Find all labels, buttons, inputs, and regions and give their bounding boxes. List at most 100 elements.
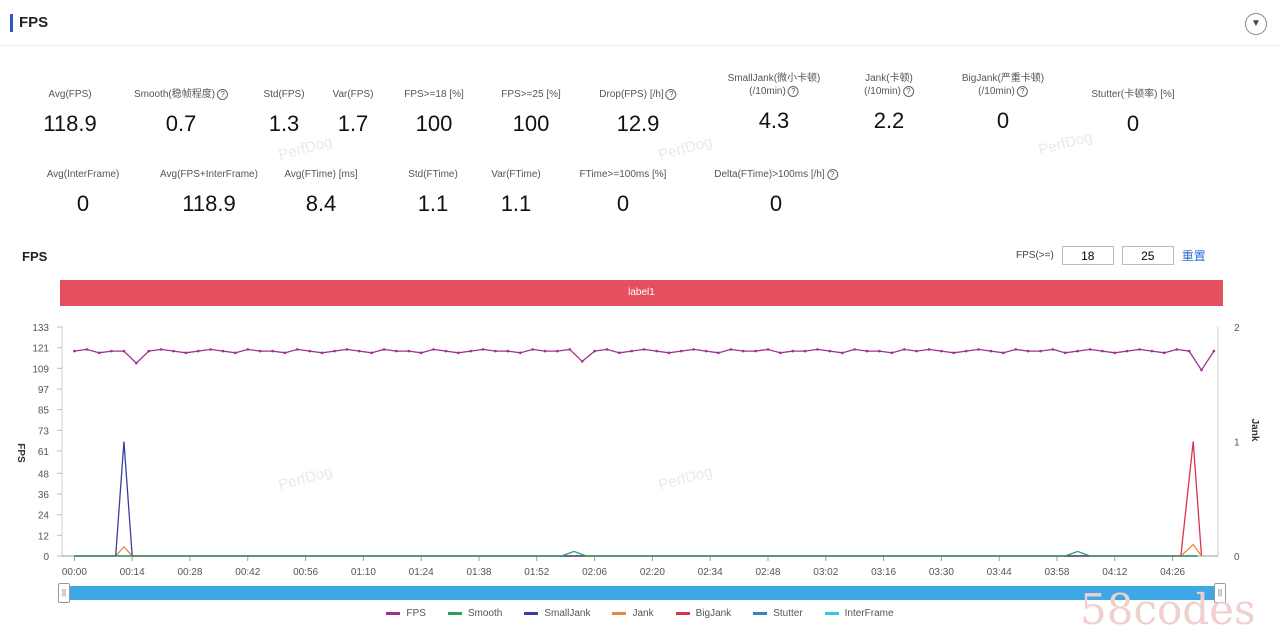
metric-value: 2.2 — [873, 108, 905, 133]
x-tick-label: 00:00 — [62, 567, 87, 578]
fps-point — [580, 360, 584, 363]
metric-label: Jank(卡顿) (/10min)? — [864, 73, 914, 97]
y-tick-label: 133 — [32, 323, 49, 334]
metric-r2-0: Avg(InterFrame) 0 — [47, 168, 120, 217]
legend-item-fps[interactable]: FPS — [386, 608, 426, 619]
series-jank — [74, 543, 1203, 557]
help-icon[interactable]: ? — [217, 89, 229, 100]
metric-label: SmallJank(微小卡顿) (/10min)? — [727, 73, 821, 97]
fps-point — [209, 348, 212, 351]
fps-point — [692, 348, 695, 351]
y-tick-label: 24 — [38, 511, 50, 522]
legend-swatch — [386, 611, 401, 615]
fps-point — [345, 348, 349, 351]
metric-r1-10: Stutter(卡顿率) [%] 0 — [1091, 88, 1174, 137]
legend-item-stutter[interactable]: Stutter — [753, 608, 803, 619]
header-accent — [10, 14, 13, 32]
metric-label: Avg(InterFrame) — [46, 169, 120, 180]
fps-point — [296, 348, 299, 351]
metric-value: 0 — [996, 108, 1010, 133]
fps-point — [196, 349, 200, 353]
series-smalljank — [74, 441, 1198, 557]
y-tick-label: 85 — [38, 406, 50, 417]
threshold-1-input[interactable] — [1061, 246, 1114, 265]
fps-point — [97, 351, 101, 355]
y-tick-label: 109 — [32, 364, 49, 375]
metric-label: Smooth(稳帧程度)? — [134, 88, 229, 101]
legend-label: Smooth — [467, 608, 503, 619]
fps-point — [878, 349, 881, 353]
fps-point — [85, 348, 89, 351]
help-icon[interactable]: ? — [665, 89, 677, 100]
metric-r1-4: FPS>=18 [%] 100 — [404, 88, 463, 137]
metric-value: 0 — [76, 191, 90, 216]
y-axis-title: FPS — [15, 443, 26, 463]
x-tick-label: 00:14 — [120, 567, 145, 578]
x-tick-label: 01:24 — [409, 567, 434, 578]
y-tick-label: 73 — [38, 426, 50, 437]
metric-label: Std(FPS) — [263, 89, 305, 100]
fps-point — [221, 349, 225, 353]
slider-left-handle[interactable]: || — [58, 583, 70, 603]
metric-r1-2: Std(FPS) 1.3 — [263, 88, 304, 137]
fps-point — [110, 349, 113, 353]
x-tick-label: 01:38 — [466, 567, 491, 578]
legend-item-jank[interactable]: Jank — [612, 608, 654, 619]
label-bar[interactable]: label1 — [60, 280, 1223, 306]
metric-r2-2: Avg(FTime) [ms] 8.4 — [284, 168, 357, 217]
fps-point — [568, 348, 572, 351]
time-range-slider[interactable]: || || — [58, 583, 1226, 603]
legend-item-interframe[interactable]: InterFrame — [824, 608, 894, 619]
legend-item-smooth[interactable]: Smooth — [447, 608, 503, 619]
y-right-tick-label: 1 — [1234, 438, 1240, 449]
metric-value: 1.7 — [337, 111, 369, 136]
slider-right-handle[interactable]: || — [1214, 583, 1226, 603]
fps-point — [816, 348, 819, 351]
threshold-2-input[interactable] — [1121, 246, 1174, 265]
fps-point — [952, 351, 956, 355]
metric-label: Stutter(卡顿率) [%] — [1091, 89, 1175, 100]
legend-item-bigjank[interactable]: BigJank — [675, 608, 731, 619]
fps-point — [147, 349, 150, 353]
metric-r1-9: BigJank(严重卡顿) (/10min)? 0 — [962, 72, 1044, 134]
fps-point — [234, 351, 237, 355]
metric-value: 1.3 — [268, 111, 300, 136]
help-icon[interactable]: ? — [1016, 86, 1028, 97]
help-icon[interactable]: ? — [787, 86, 799, 97]
series-bigjank — [74, 441, 1203, 557]
metric-label: FPS>=18 [%] — [404, 89, 464, 100]
help-icon[interactable]: ? — [826, 169, 838, 180]
x-tick-label: 04:12 — [1102, 567, 1127, 578]
y-right-tick-label: 2 — [1234, 323, 1240, 334]
fps-point — [531, 348, 534, 351]
fps-point — [1212, 349, 1216, 353]
chevron-down-icon[interactable]: ▼ — [1245, 13, 1267, 35]
chart-title: FPS — [22, 249, 48, 264]
fps-point — [457, 351, 460, 355]
fps-point — [841, 351, 844, 355]
metric-value: 0 — [769, 191, 783, 216]
metric-value: 100 — [512, 111, 550, 136]
perfdog-watermark: PerfDog — [1037, 128, 1095, 159]
fps-point — [481, 348, 485, 351]
fps-point — [1026, 349, 1030, 353]
reset-button[interactable]: 重置 — [1181, 249, 1206, 263]
metric-r1-8: Jank(卡顿) (/10min)? 2.2 — [864, 72, 914, 134]
y-tick-label: 121 — [32, 344, 49, 355]
help-icon[interactable]: ? — [902, 86, 914, 97]
fps-point — [1175, 348, 1179, 351]
fps-point — [791, 349, 795, 353]
fps-point — [283, 351, 287, 355]
metric-r1-7: SmallJank(微小卡顿) (/10min)? 4.3 — [728, 72, 821, 134]
legend-item-smalljank[interactable]: SmallJank — [524, 608, 590, 619]
fps-point — [940, 349, 943, 353]
fps-point — [1063, 351, 1067, 355]
series-smooth — [74, 550, 1198, 557]
metric-r2-4: Var(FTime) 1.1 — [491, 168, 540, 217]
metric-value: 118.9 — [43, 111, 97, 136]
fps-point — [258, 349, 262, 353]
metric-label: FTime>=100ms [%] — [579, 169, 667, 180]
fps-point — [667, 351, 671, 355]
